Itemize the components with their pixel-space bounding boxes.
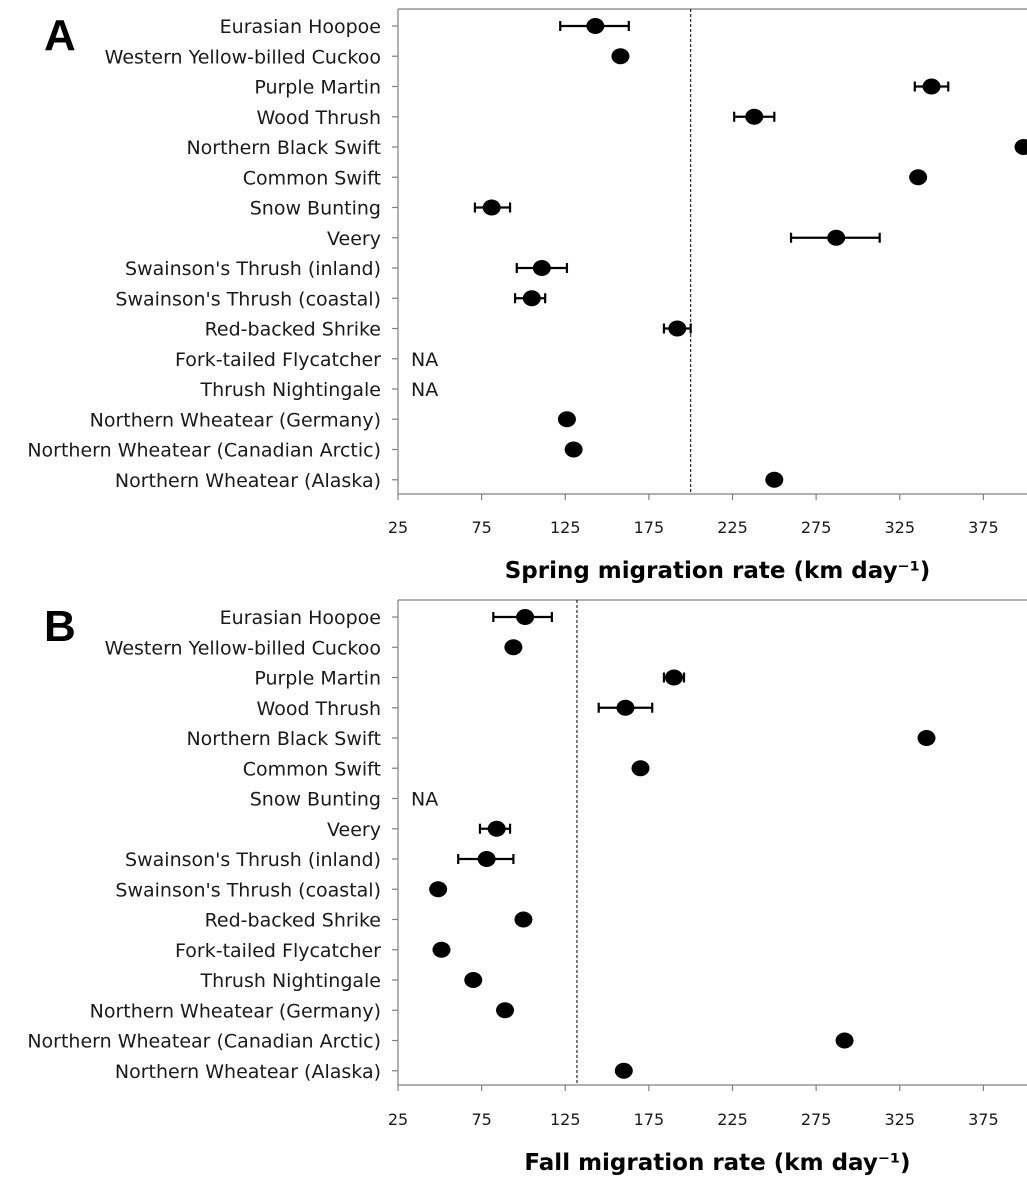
species-label: Fork-tailed Flycatcher [175,349,381,371]
data-point [522,290,541,307]
data-point [514,911,533,928]
data-point [557,411,576,428]
data-point [487,820,506,837]
species-label: Snow Bunting [250,198,381,220]
species-label: Northern Wheatear (Canadian Arctic) [27,440,381,462]
species-label: Northern Wheatear (Germany) [90,409,381,431]
species-label: Snow Bunting [250,789,381,811]
species-label: Swainson's Thrush (coastal) [115,288,381,310]
species-label: Veery [327,819,381,841]
species-label: Northern Black Swift [186,137,381,159]
species-label: Swainson's Thrush (inland) [125,258,381,280]
data-point [745,108,764,125]
data-point [477,851,496,867]
data-point [429,881,448,898]
x-tick-label: 275 [801,1110,832,1129]
data-point [917,730,936,746]
data-point [765,471,784,488]
species-label: Wood Thrush [257,698,381,720]
species-label: Swainson's Thrush (inland) [125,849,381,871]
data-point [1014,139,1027,155]
x-axis-title: Spring migration rate (km day⁻¹) [505,558,931,584]
x-tick-label: 75 [471,1110,491,1129]
data-point [432,941,451,958]
species-label: Northern Wheatear (Germany) [90,1000,381,1022]
species-label: Western Yellow-billed Cuckoo [105,46,381,68]
data-point [909,169,928,186]
data-point [586,18,605,34]
x-tick-label: 125 [550,1110,581,1129]
x-tick-label: 75 [471,518,491,537]
x-tick-label: 325 [884,518,915,537]
data-point [532,260,551,276]
species-label: Common Swift [243,758,381,780]
x-tick-label: 225 [717,1110,748,1129]
x-tick-label: 275 [801,518,832,537]
na-label: NA [411,349,438,371]
data-point [516,609,535,625]
x-tick-label: 225 [717,518,748,537]
species-label: Thrush Nightingale [199,970,381,992]
data-point [664,669,683,686]
data-point [835,1032,854,1049]
panel-a: A Eurasian Hoopoe Western Yellow-billed Cu… [27,8,1027,584]
species-label: Fork-tailed Flycatcher [175,940,381,962]
species-label: Swainson's Thrush (coastal) [115,879,381,901]
x-tick-label: 25 [388,1110,408,1129]
data-point [827,229,846,246]
data-point [504,639,523,656]
data-point [668,320,687,337]
data-point [564,441,583,458]
data-point [631,760,650,777]
na-label: NA [411,379,438,401]
x-tick-label: 25 [388,518,408,537]
x-tick-label: 375 [968,518,999,537]
species-label: Purple Martin [254,77,381,99]
data-point [614,1062,633,1079]
x-tick-label: 375 [968,1110,999,1129]
species-label: Thrush Nightingale [199,379,381,401]
species-label: Veery [327,228,381,250]
species-label: Eurasian Hoopoe [220,607,381,629]
species-label: Red-backed Shrike [205,319,381,341]
data-point [496,1002,515,1019]
species-label: Eurasian Hoopoe [220,16,381,38]
species-label: Purple Martin [254,668,381,690]
data-point [464,972,483,988]
data-point [616,699,635,716]
species-label: Wood Thrush [257,107,381,129]
species-label: Northern Black Swift [186,728,381,750]
x-tick-label: 325 [884,1110,915,1129]
panel-letter: B [44,602,76,651]
x-tick-label: 125 [550,518,581,537]
species-label: Common Swift [243,167,381,189]
panel-b: B Eurasian Hoopoe Western Yellow-billed Cu… [27,599,1027,1176]
data-point [611,48,630,65]
data-point [922,78,941,95]
x-tick-label: 175 [634,1110,665,1129]
x-tick-label: 175 [634,518,665,537]
species-label: Red-backed Shrike [205,910,381,932]
panel-letter: A [44,11,76,60]
na-label: NA [411,789,438,811]
species-label: Northern Wheatear (Alaska) [115,470,381,492]
data-point [482,199,501,216]
species-label: Western Yellow-billed Cuckoo [105,637,381,659]
species-label: Northern Wheatear (Alaska) [115,1061,381,1083]
x-axis-title: Fall migration rate (km day⁻¹) [524,1150,910,1176]
species-label: Northern Wheatear (Canadian Arctic) [27,1031,381,1053]
